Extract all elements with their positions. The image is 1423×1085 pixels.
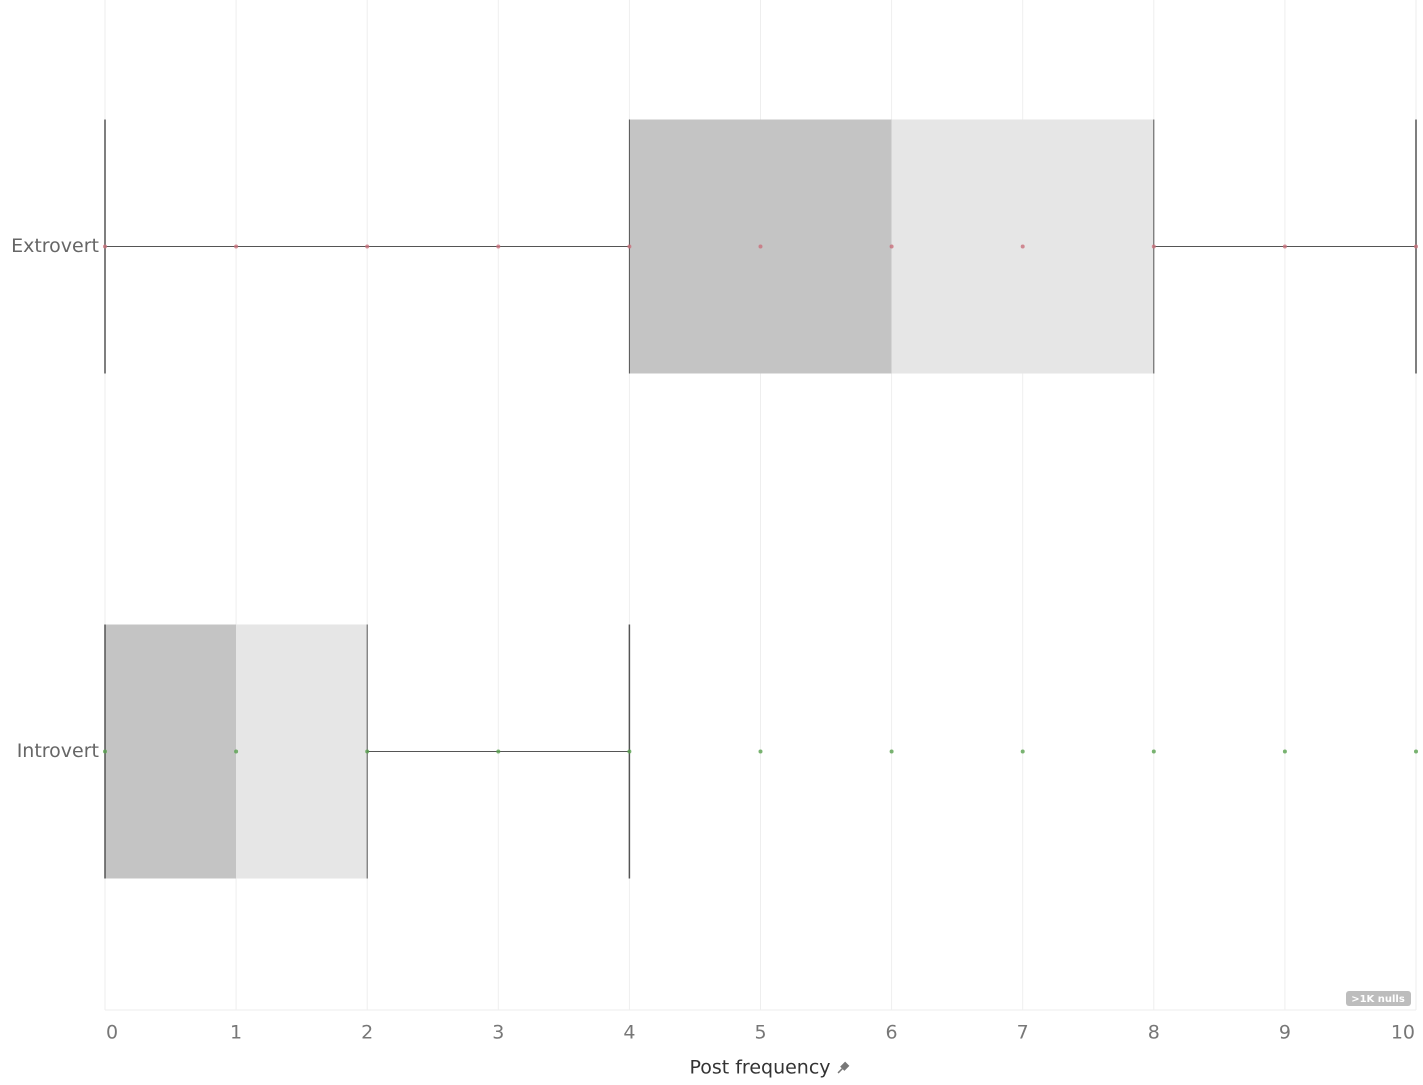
category-label: Introvert: [17, 740, 99, 762]
x-tick-label: 7: [1017, 1022, 1029, 1044]
data-point: [103, 749, 107, 754]
data-point: [365, 749, 370, 754]
data-point: [234, 749, 239, 754]
data-point: [627, 244, 632, 249]
data-point: [103, 244, 107, 249]
data-point: [1414, 244, 1418, 249]
x-tick-label: 2: [361, 1022, 373, 1044]
box-upper: [236, 624, 368, 879]
data-point: [1020, 244, 1025, 249]
nulls-badge-text[interactable]: >1K nulls: [1351, 994, 1405, 1005]
x-tick-label: 10: [1391, 1022, 1415, 1044]
data-point: [1151, 749, 1156, 754]
x-tick-label: 3: [492, 1022, 504, 1044]
x-tick-label: 1: [230, 1022, 242, 1044]
data-point: [1151, 244, 1156, 249]
x-tick-label: 9: [1279, 1022, 1291, 1044]
x-tick-label: 5: [754, 1022, 766, 1044]
data-point: [758, 749, 763, 754]
x-axis-title: Post frequency: [689, 1057, 830, 1079]
x-tick-label: 4: [623, 1022, 635, 1044]
data-point: [1020, 749, 1025, 754]
data-point: [758, 244, 763, 249]
x-tick-label: 6: [886, 1022, 898, 1044]
data-point: [496, 244, 501, 249]
pin-icon: [837, 1061, 850, 1074]
data-point: [496, 749, 501, 754]
category-label: Extrovert: [11, 235, 99, 257]
x-tick-label: 0: [106, 1022, 118, 1044]
data-point: [1282, 244, 1287, 249]
x-tick-label: 8: [1148, 1022, 1160, 1044]
data-point: [627, 749, 632, 754]
nulls-badge[interactable]: [1346, 991, 1411, 1006]
data-point: [889, 244, 894, 249]
data-point: [365, 244, 370, 249]
box-lower: [105, 624, 237, 879]
data-point: [1282, 749, 1287, 754]
data-point: [889, 749, 894, 754]
data-point: [234, 244, 239, 249]
data-point: [1414, 749, 1418, 754]
